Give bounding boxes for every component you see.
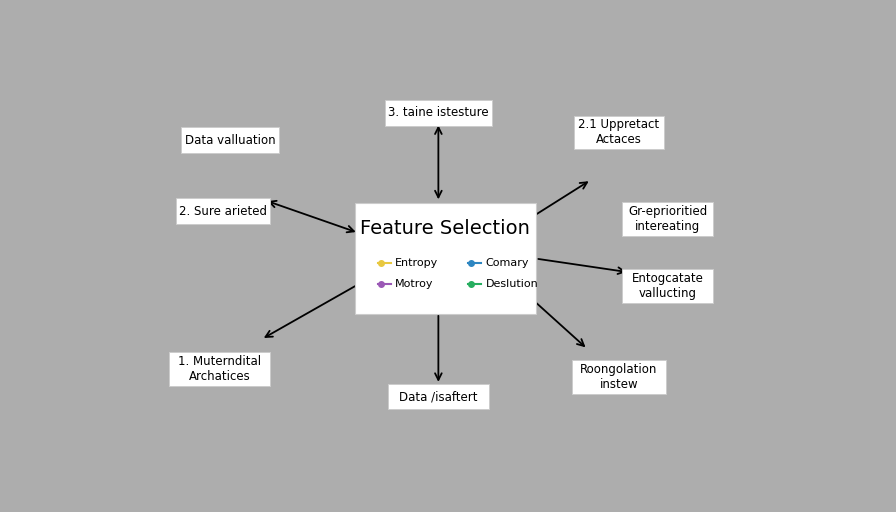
FancyBboxPatch shape bbox=[623, 202, 712, 236]
FancyBboxPatch shape bbox=[355, 203, 536, 314]
Text: Data valluation: Data valluation bbox=[185, 134, 275, 147]
Text: Motroy: Motroy bbox=[395, 279, 434, 289]
Text: Feature Selection: Feature Selection bbox=[360, 220, 530, 239]
FancyBboxPatch shape bbox=[169, 352, 270, 386]
FancyBboxPatch shape bbox=[573, 116, 664, 149]
Text: Comary: Comary bbox=[486, 258, 529, 267]
FancyBboxPatch shape bbox=[181, 127, 279, 153]
FancyBboxPatch shape bbox=[384, 100, 492, 125]
Text: Entropy: Entropy bbox=[395, 258, 438, 267]
Text: Gr-eprioritied
intereating: Gr-eprioritied intereating bbox=[628, 205, 707, 233]
FancyBboxPatch shape bbox=[388, 383, 488, 410]
Text: Roongolation
instew: Roongolation instew bbox=[581, 363, 658, 391]
Text: Data /isaftert: Data /isaftert bbox=[399, 390, 478, 403]
FancyBboxPatch shape bbox=[177, 199, 270, 224]
FancyBboxPatch shape bbox=[572, 360, 666, 394]
Text: 1. Muterndital
Archatices: 1. Muterndital Archatices bbox=[178, 355, 262, 383]
Text: 3. taine istesture: 3. taine istesture bbox=[388, 106, 488, 119]
Text: Deslution: Deslution bbox=[486, 279, 538, 289]
Text: Entogcatate
vallucting: Entogcatate vallucting bbox=[632, 272, 703, 300]
FancyBboxPatch shape bbox=[623, 269, 712, 303]
Text: 2.1 Uppretact
Actaces: 2.1 Uppretact Actaces bbox=[578, 118, 659, 146]
Text: 2. Sure arieted: 2. Sure arieted bbox=[179, 205, 267, 218]
